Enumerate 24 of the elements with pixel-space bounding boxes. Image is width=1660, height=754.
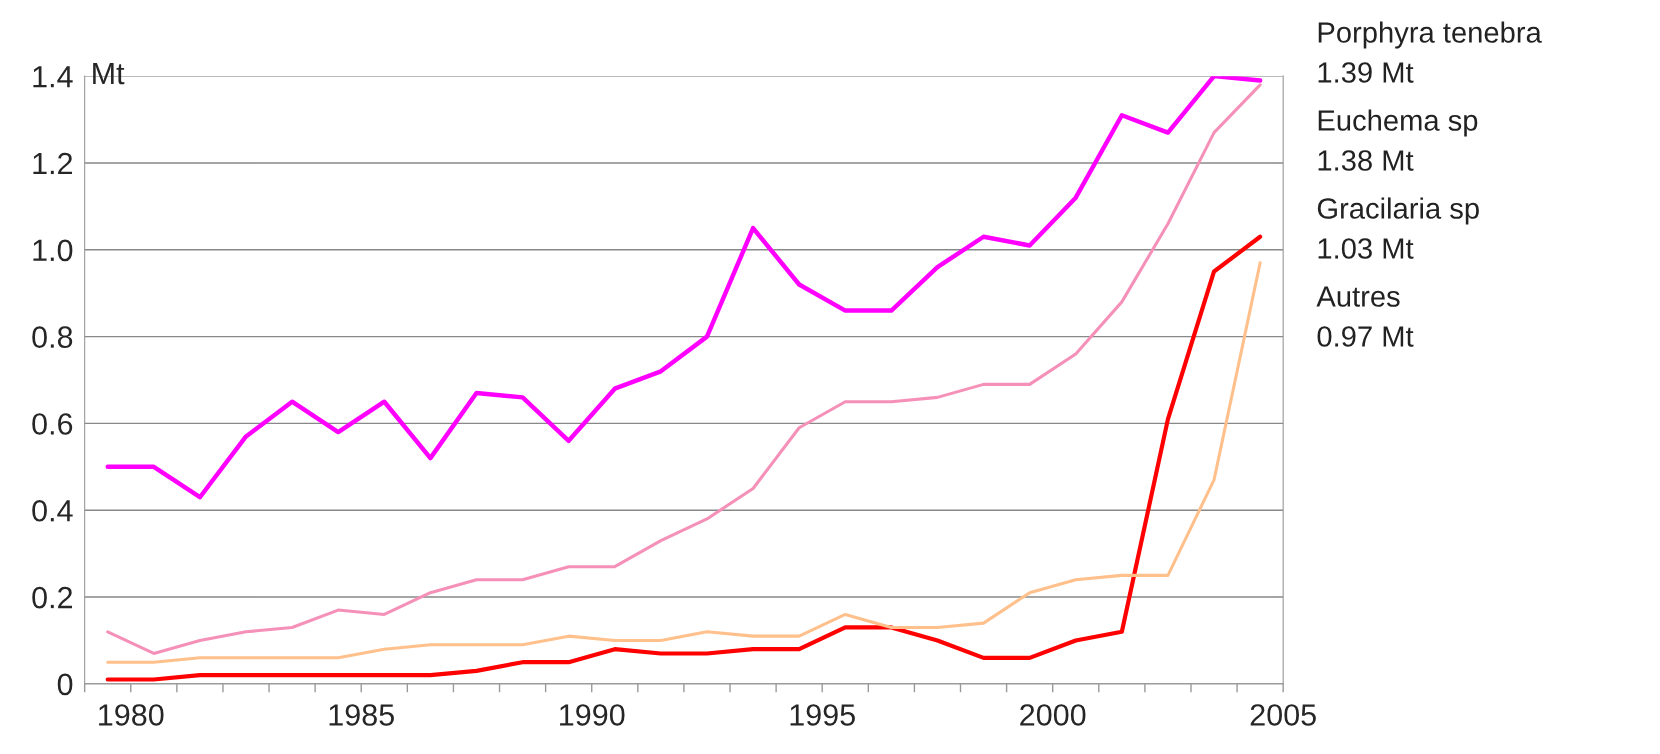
x-tick-label: 1990	[560, 704, 625, 726]
text: 1.39 Mt	[1318, 62, 1414, 83]
x-tick-label: 2005	[1250, 704, 1316, 726]
y-tick-label: 0.2	[32, 586, 73, 609]
text: 0.97 Mt	[1317, 326, 1414, 347]
text: 1.03 Mt	[1318, 238, 1414, 259]
y-tick-label: 0.4	[32, 499, 73, 522]
text: 1.38 Mt	[1318, 150, 1414, 171]
y-tick-label: 1.0	[33, 239, 73, 262]
x-tick-label: 1995	[790, 704, 855, 726]
x-tick-label: 2000	[1020, 704, 1086, 726]
text: Euchema sp	[1318, 109, 1478, 137]
line-series	[106, 83, 1262, 656]
y-tick-label: 0.6	[32, 413, 73, 435]
y-axis-title: Mt	[93, 63, 125, 85]
text: Porphyra tenebra	[1318, 21, 1542, 49]
x-tick-label: 1985	[329, 704, 394, 726]
y-tick-label: 1.4	[33, 66, 73, 88]
y-tick-label: 1.2	[33, 152, 73, 175]
text: Autres	[1316, 286, 1400, 307]
y-tick-label: 0.8	[32, 326, 73, 348]
y-tick-label: 0	[57, 673, 73, 696]
x-tick-label: 1980	[99, 704, 164, 726]
text: Gracilaria sp	[1317, 197, 1479, 225]
